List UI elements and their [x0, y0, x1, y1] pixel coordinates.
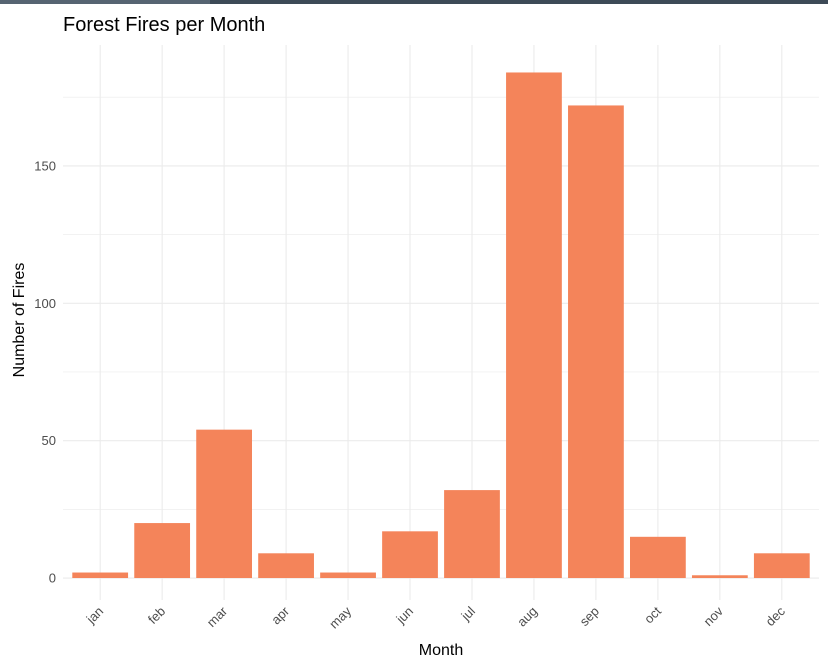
- major-gridlines: [63, 45, 819, 600]
- bar-aug: [506, 72, 562, 579]
- window-top-bar: [0, 0, 828, 4]
- y-tick-labels: 0 50 100 150: [34, 158, 56, 585]
- y-tick-label: 100: [34, 296, 56, 311]
- x-tick-label: oct: [641, 603, 664, 626]
- bar-sep: [568, 105, 624, 579]
- bar-may: [320, 572, 376, 579]
- y-tick-label: 50: [42, 433, 56, 448]
- bar-mar: [196, 429, 252, 579]
- x-tick-label: jul: [458, 603, 479, 624]
- bar-dec: [753, 553, 810, 579]
- bar-apr: [258, 553, 314, 579]
- bar-jun: [382, 531, 438, 579]
- bar-jan: [72, 572, 129, 579]
- bar-nov: [691, 575, 748, 579]
- y-tick-label: 0: [49, 571, 56, 586]
- bar-jul: [444, 490, 500, 579]
- x-tick-label: apr: [268, 603, 292, 627]
- bar-feb: [134, 523, 191, 579]
- x-tick-label: may: [326, 603, 354, 631]
- bar-oct: [630, 536, 686, 579]
- x-tick-label: jan: [83, 604, 107, 628]
- x-axis-title: Month: [419, 642, 463, 659]
- x-tick-label: nov: [701, 603, 727, 629]
- x-tick-labels: jan feb mar apr may jun jul aug sep oct nov dec: [83, 603, 789, 631]
- x-tick-label: mar: [204, 603, 231, 630]
- x-tick-label: aug: [514, 604, 540, 630]
- bars: [72, 72, 810, 579]
- y-tick-label: 150: [34, 158, 56, 173]
- x-tick-label: dec: [763, 603, 789, 629]
- minor-gridlines: [63, 96, 819, 510]
- x-tick-label: sep: [577, 604, 602, 629]
- window-tab: [0, 0, 210, 4]
- x-tick-label: jun: [393, 604, 417, 628]
- y-axis-title: Number of Fires: [11, 263, 28, 378]
- chart-title: Forest Fires per Month: [63, 14, 265, 36]
- x-tick-label: feb: [145, 604, 168, 627]
